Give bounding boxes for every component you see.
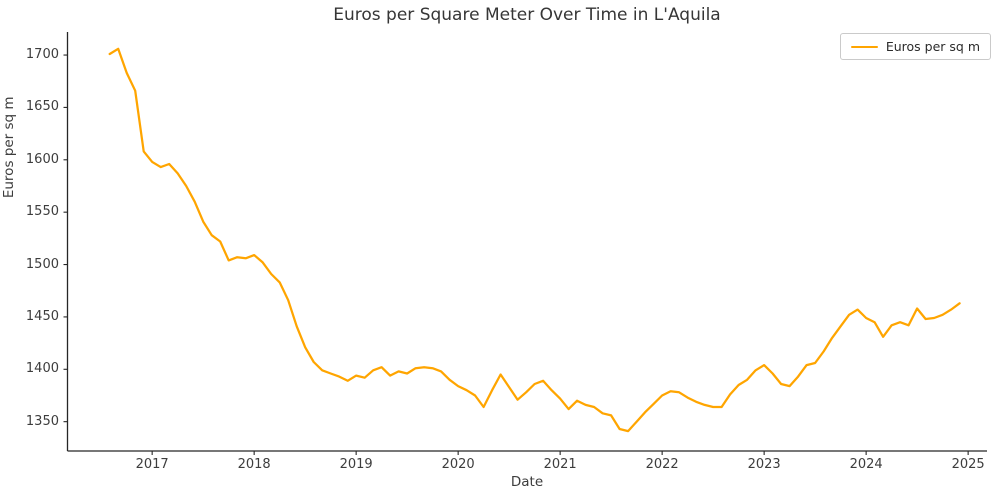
data-line-euros-per-sq-m — [108, 47, 961, 433]
y-tick-label: 1600 — [25, 151, 59, 167]
x-tick-label: 2021 — [543, 457, 577, 472]
chart-title: Euros per Square Meter Over Time in L'Aq… — [333, 5, 721, 25]
y-axis-label: Euros per sq m — [1, 96, 17, 199]
x-tick-label: 2017 — [135, 457, 169, 472]
y-tick-label: 1350 — [25, 413, 59, 429]
x-tick-label: 2022 — [645, 457, 679, 472]
x-tick-label: 2019 — [339, 457, 373, 472]
x-tick-label: 2023 — [747, 457, 781, 472]
y-tick-label: 1550 — [25, 204, 59, 220]
legend-line-swatch — [850, 45, 878, 48]
y-tick-label: 1700 — [25, 47, 59, 63]
x-axis-label: Date — [510, 474, 544, 490]
y-tick-label: 1650 — [25, 99, 59, 115]
legend-label: Euros per sq m — [885, 39, 980, 54]
y-tick-label: 1500 — [25, 256, 59, 272]
x-tick-label: 2024 — [849, 457, 883, 472]
y-tick-label: 1400 — [25, 361, 59, 377]
x-tick-label: 2018 — [237, 457, 271, 472]
x-tick-label: 2025 — [951, 457, 985, 472]
x-tick-label: 2020 — [441, 457, 475, 472]
y-tick-label: 1450 — [25, 308, 59, 324]
legend: Euros per sq m — [839, 33, 991, 60]
